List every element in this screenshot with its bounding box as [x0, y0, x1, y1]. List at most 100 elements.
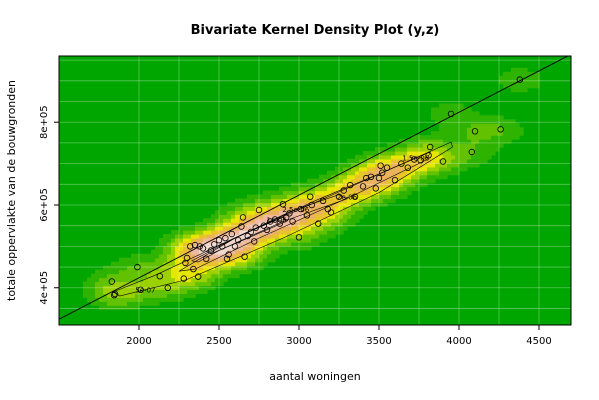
density-cell: [443, 143, 448, 148]
density-cell: [491, 115, 496, 120]
density-cell: [363, 210, 368, 215]
density-cell: [363, 190, 368, 196]
density-cell: [227, 202, 232, 207]
data-point: [271, 216, 279, 223]
density-cell: [147, 253, 152, 259]
density-cell: [279, 249, 284, 255]
density-cell: [267, 190, 272, 196]
density-cell: [471, 162, 476, 168]
density-cell: [187, 245, 192, 251]
density-cell: [359, 206, 364, 211]
density-cell: [435, 115, 440, 120]
density-cell: [323, 222, 328, 227]
density-cell: [435, 162, 440, 168]
density-cell: [223, 241, 228, 247]
data-point: [297, 205, 304, 213]
density-cell: [275, 241, 280, 247]
density-cell: [147, 269, 152, 275]
density-cell: [279, 218, 284, 223]
density-cell: [191, 261, 196, 267]
density-cell: [391, 194, 396, 200]
density-cell: [259, 234, 264, 239]
density-cell: [307, 190, 312, 196]
density-cell: [187, 241, 192, 247]
density-cell: [255, 222, 260, 227]
density-cell: [351, 190, 356, 196]
density-cell: [439, 154, 444, 160]
density-cell: [255, 234, 260, 239]
density-cell: [511, 123, 516, 128]
regression-line: [59, 56, 569, 320]
density-cell: [343, 186, 348, 192]
density-cell: [259, 202, 264, 207]
data-point: [223, 255, 231, 262]
density-cell: [411, 150, 416, 156]
density-cell: [335, 198, 340, 203]
density-cell: [279, 230, 284, 235]
density-cell: [223, 226, 228, 231]
density-cell: [207, 273, 212, 279]
density-cell: [135, 285, 140, 290]
data-point: [231, 243, 239, 250]
density-cell: [359, 166, 364, 172]
density-cell: [251, 206, 256, 211]
density-cell: [363, 170, 368, 176]
density-cell: [183, 289, 188, 294]
density-cell: [191, 245, 196, 251]
density-cell: [103, 285, 108, 290]
density-cell: [527, 79, 532, 85]
density-cell: [199, 234, 204, 239]
density-cell: [143, 281, 148, 287]
density-cell: [171, 289, 176, 294]
density-cell: [163, 265, 168, 271]
density-cell: [207, 218, 212, 223]
density-cell: [171, 249, 176, 255]
density-cell: [323, 178, 328, 184]
density-cell: [451, 115, 456, 120]
density-cell: [147, 301, 152, 306]
data-point: [383, 164, 391, 171]
density-cell: [407, 146, 412, 152]
density-cell: [463, 115, 468, 120]
density-cell: [471, 127, 476, 132]
density-cell: [459, 143, 464, 148]
density-cell: [259, 218, 264, 223]
density-cell: [347, 178, 352, 184]
density-cell: [235, 257, 240, 263]
density-cell: [215, 234, 220, 239]
density-cell: [155, 261, 160, 267]
density-cell: [247, 202, 252, 207]
density-cell: [111, 269, 116, 275]
density-cell: [419, 174, 424, 180]
density-cell: [467, 139, 472, 144]
density-cell: [115, 273, 120, 279]
density-cell: [439, 143, 444, 148]
density-cell: [175, 249, 180, 255]
density-cell: [275, 226, 280, 231]
density-cell: [439, 166, 444, 172]
density-cell: [139, 265, 144, 271]
density-cell: [479, 158, 484, 164]
density-cell: [459, 166, 464, 172]
y-tick-label: 8e+05: [39, 105, 50, 139]
density-cell: [139, 289, 144, 294]
density-cell: [371, 154, 376, 160]
density-cell: [315, 210, 320, 215]
density-cell: [167, 297, 172, 302]
data-point: [359, 183, 367, 190]
density-cell: [387, 190, 392, 196]
density-cell: [203, 265, 208, 271]
density-cell: [315, 230, 320, 235]
density-cell: [455, 139, 460, 144]
density-cell: [95, 269, 100, 275]
density-cell: [139, 293, 144, 298]
density-cell: [439, 146, 444, 152]
density-cell: [119, 277, 124, 283]
density-cell: [223, 214, 228, 219]
density-cell: [459, 162, 464, 168]
density-cell: [295, 226, 300, 231]
data-point: [156, 273, 163, 280]
density-cell: [303, 186, 308, 192]
density-cell: [267, 218, 272, 223]
